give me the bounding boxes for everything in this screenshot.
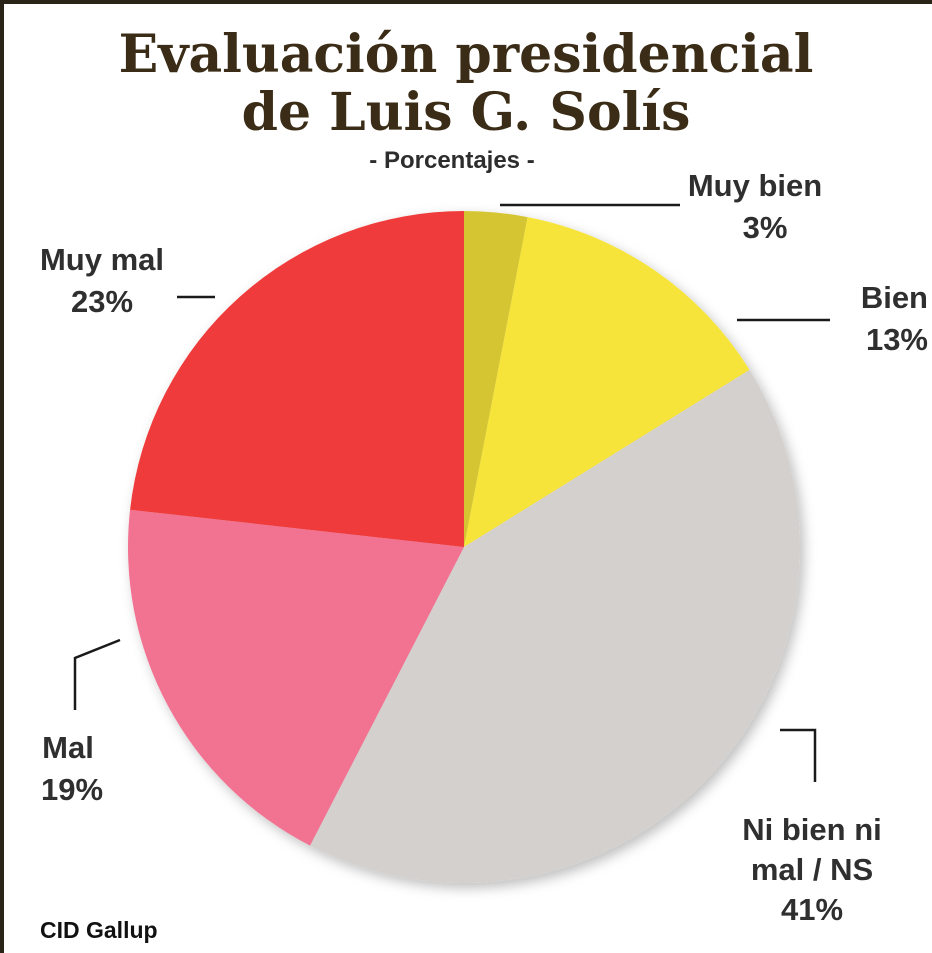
pie-slice-ni-bien-ni-mal-ns: [310, 369, 801, 884]
leader-line-ni-bien-ni-mal: [780, 728, 817, 782]
slice-label-ni-bien-ni-mal-line-2: mal / NS: [751, 852, 873, 887]
pie-slice-bien: [464, 217, 750, 547]
pie-slices: [127, 211, 801, 884]
slice-label-muy-mal: Muy mal: [40, 242, 164, 277]
pie-slice-mal: [127, 509, 464, 846]
chart-title-line-2: de Luis G. Solís: [242, 82, 691, 143]
slice-value-mal: 19%: [41, 772, 103, 807]
pie-slice-muy-bien: [464, 211, 528, 547]
slice-value-muy-mal: 23%: [71, 284, 133, 319]
leader-line-mal: [73, 638, 121, 710]
slice-label-mal: Mal: [42, 730, 94, 765]
chart-title-line-1: Evaluación presidencial: [119, 24, 814, 85]
slice-value-ni-bien-ni-mal: 41%: [781, 892, 843, 927]
chart-subtitle: - Porcentajes -: [369, 147, 534, 174]
source-label: CID Gallup: [40, 917, 158, 943]
slice-label-bien: Bien: [861, 280, 928, 315]
pie-slice-muy-mal: [130, 211, 464, 547]
slice-label-muy-bien: Muy bien: [688, 168, 822, 203]
slice-label-ni-bien-ni-mal-line-1: Ni bien ni: [742, 812, 882, 847]
slice-value-bien: 13%: [866, 322, 928, 357]
slice-value-muy-bien: 3%: [743, 210, 788, 245]
